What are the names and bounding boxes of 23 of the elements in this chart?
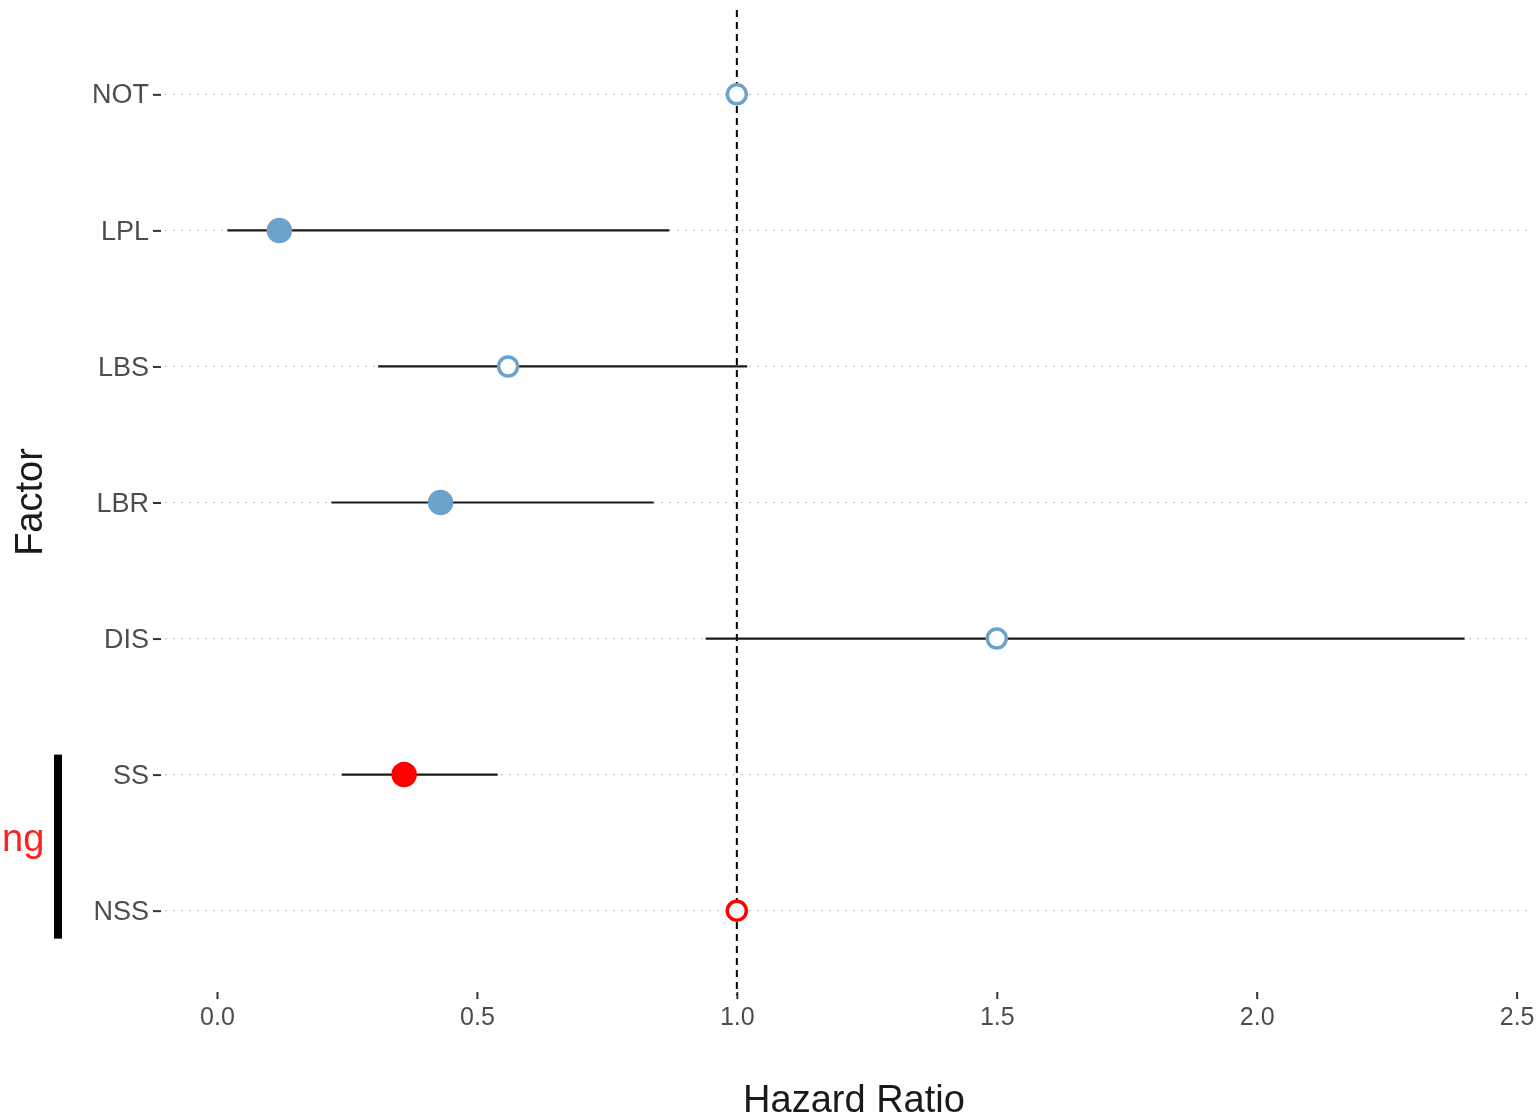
point bbox=[427, 489, 454, 516]
point bbox=[391, 761, 417, 788]
y-tick-label: SS bbox=[112, 759, 149, 790]
x-tick-label: 0.5 bbox=[460, 1001, 495, 1030]
y-tick-label: LBR bbox=[96, 487, 149, 518]
y-tick-label: DIS bbox=[103, 623, 149, 654]
point bbox=[985, 627, 1009, 650]
x-tick-label: 1.5 bbox=[979, 1001, 1015, 1030]
point bbox=[496, 355, 520, 378]
y-tick-label: LPL bbox=[100, 215, 149, 246]
point bbox=[725, 83, 749, 106]
y-tick-label: LBS bbox=[97, 351, 149, 382]
x-axis-title: Hazard Ratio bbox=[743, 1078, 965, 1120]
y-tick-label: NOT bbox=[92, 79, 149, 110]
x-tick-label: 0.0 bbox=[200, 1001, 235, 1030]
point bbox=[266, 217, 293, 244]
y-axis-title: Factor bbox=[8, 447, 50, 556]
x-tick-label: 2.0 bbox=[1239, 1001, 1275, 1030]
point bbox=[725, 899, 749, 922]
y-tick-label: NSS bbox=[93, 895, 149, 926]
x-tick-label: 2.5 bbox=[1499, 1001, 1535, 1030]
x-tick-label: 1.0 bbox=[719, 1001, 755, 1030]
text: ng bbox=[2, 816, 45, 859]
